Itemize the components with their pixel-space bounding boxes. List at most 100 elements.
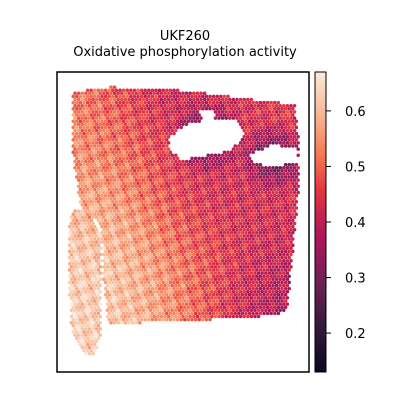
spot [100,100,104,105]
spot [96,280,101,285]
spot [87,333,92,337]
spot [134,122,138,127]
spot [219,299,223,303]
spot [294,162,299,167]
spot [291,175,295,179]
spot [82,181,86,185]
spot [98,141,102,145]
spot [67,243,72,247]
spot [154,100,158,105]
spot [181,122,185,127]
spot [269,218,273,223]
spot [147,305,151,309]
spot [280,293,284,297]
spot [292,227,297,232]
spot [285,184,290,189]
spot [267,283,272,288]
spot [156,97,160,102]
spot [222,193,227,198]
spot [118,113,122,117]
spot [150,262,155,266]
spot [183,317,187,322]
spot [107,169,111,173]
spot [139,311,144,316]
spot [197,237,201,241]
spot [111,224,115,229]
spot [84,333,88,337]
spot [181,221,185,226]
spot [139,249,144,254]
spot [208,249,212,254]
spot [276,274,281,278]
spot [165,100,169,105]
spot [237,113,241,117]
spot [253,184,257,189]
spot [217,271,221,275]
spot [262,113,266,117]
spot [175,107,180,111]
spot [129,305,133,309]
spot [156,240,160,244]
spot [224,209,228,213]
spot [228,227,232,232]
spot [118,224,122,229]
spot [283,125,288,130]
spot [276,293,281,297]
spot [264,134,268,139]
spot [102,110,106,114]
spot [274,172,279,176]
spot [188,215,192,220]
spot [262,237,266,241]
spot [78,144,83,148]
spot [258,125,263,130]
spot [96,243,101,247]
spot [273,280,277,285]
spot [269,107,273,111]
spot [177,215,182,220]
spot [78,218,83,223]
spot [129,249,133,254]
spot [152,178,156,182]
spot [112,258,117,263]
spot [242,277,246,282]
spot [202,196,207,201]
spot [154,280,158,285]
spot [271,116,275,120]
spot [233,187,237,192]
spot [80,345,84,350]
spot [96,262,101,266]
spot [107,206,111,210]
spot [105,308,110,313]
spot [231,314,236,319]
spot [147,293,151,297]
spot [265,231,270,235]
spot [213,277,218,282]
spot [157,237,162,241]
spot [145,271,149,275]
spot [170,302,174,306]
spot [102,122,106,127]
spot [170,258,174,263]
spot [67,255,72,260]
spot [192,184,196,189]
spot [132,249,137,254]
spot [118,268,122,272]
spot [271,128,275,133]
spot [231,296,236,300]
spot [129,100,133,105]
spot [130,184,135,189]
spot [170,283,174,288]
spot [134,178,138,182]
spot [264,203,268,207]
spot [226,162,230,167]
spot [84,252,88,257]
spot [89,94,93,99]
spot [211,187,216,192]
spot [215,162,219,167]
spot [75,169,79,173]
spot [224,289,228,294]
spot [186,249,191,254]
spot [98,296,102,300]
spot [156,91,160,96]
spot [183,162,187,167]
